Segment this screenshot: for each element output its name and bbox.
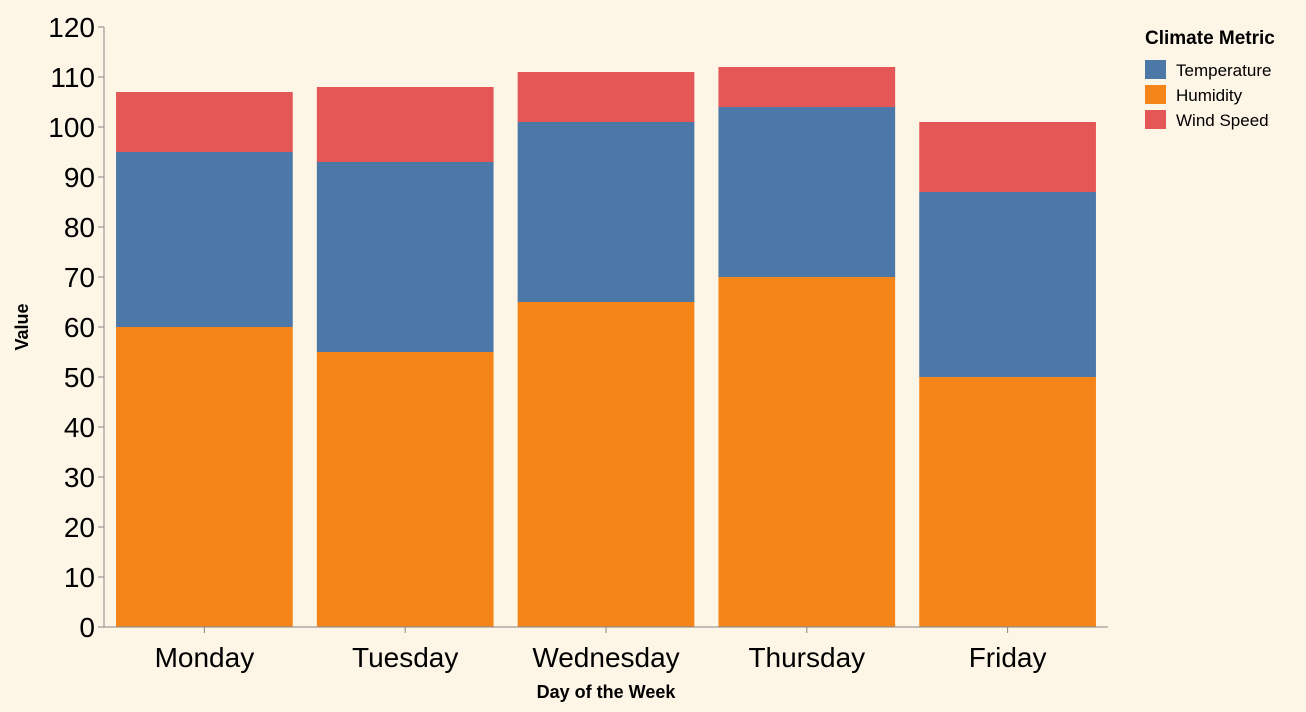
x-tick-label: Monday — [155, 642, 255, 673]
y-tick-label: 120 — [48, 12, 95, 43]
legend: Climate Metric Temperature Humidity Wind S… — [1145, 28, 1275, 130]
y-tick-label: 50 — [64, 362, 95, 393]
x-tick-label: Friday — [969, 642, 1047, 673]
bar-temperature-wednesday — [517, 122, 695, 302]
x-axis-ticks: Monday Tuesday Wednesday Thursday Friday — [155, 627, 1047, 673]
y-tick-label: 90 — [64, 162, 95, 193]
bar-wind-speed-monday — [116, 92, 293, 152]
bar-temperature-thursday — [718, 107, 896, 277]
x-tick-label: Tuesday — [352, 642, 458, 673]
legend-swatch-wind-speed — [1145, 110, 1166, 129]
bar-wind-speed-thursday — [718, 67, 896, 107]
legend-swatch-humidity — [1145, 85, 1166, 104]
y-tick-label: 110 — [50, 62, 95, 93]
y-tick-label: 40 — [64, 412, 95, 443]
axes-layer: 0 10 20 30 40 50 60 70 80 90 100 110 120 Monday Tuesd… — [12, 12, 1108, 702]
y-axis-title: Value — [12, 303, 32, 350]
bar-humidity-friday — [919, 377, 1096, 627]
bar-wind-speed-wednesday — [517, 72, 695, 122]
legend-swatch-temperature — [1145, 60, 1166, 79]
bar-wind-speed-friday — [919, 122, 1096, 192]
bars-layer — [116, 67, 1096, 627]
legend-label-humidity: Humidity — [1176, 86, 1243, 105]
bar-temperature-monday — [116, 152, 293, 327]
y-axis-ticks: 0 10 20 30 40 50 60 70 80 90 100 110 120 — [48, 12, 104, 643]
y-tick-label: 80 — [64, 212, 95, 243]
x-tick-label: Wednesday — [532, 642, 679, 673]
legend-label-temperature: Temperature — [1176, 61, 1271, 80]
bar-wind-speed-tuesday — [316, 87, 494, 162]
legend-label-wind-speed: Wind Speed — [1176, 111, 1269, 130]
bar-humidity-wednesday — [517, 302, 695, 627]
bar-temperature-tuesday — [316, 162, 494, 352]
legend-title: Climate Metric — [1145, 28, 1275, 49]
bar-humidity-thursday — [718, 277, 896, 627]
y-tick-label: 20 — [64, 512, 95, 543]
bar-temperature-friday — [919, 192, 1096, 377]
legend-entries: Temperature Humidity Wind Speed — [1145, 60, 1271, 130]
x-tick-label: Thursday — [748, 642, 865, 673]
y-tick-label: 70 — [64, 262, 95, 293]
bar-humidity-monday — [116, 327, 293, 627]
y-tick-label: 100 — [48, 112, 95, 143]
y-tick-label: 0 — [79, 612, 95, 643]
y-tick-label: 30 — [64, 462, 95, 493]
y-tick-label: 60 — [64, 312, 95, 343]
bar-humidity-tuesday — [316, 352, 494, 627]
y-tick-label: 10 — [64, 562, 95, 593]
x-axis-title: Day of the Week — [537, 682, 677, 702]
